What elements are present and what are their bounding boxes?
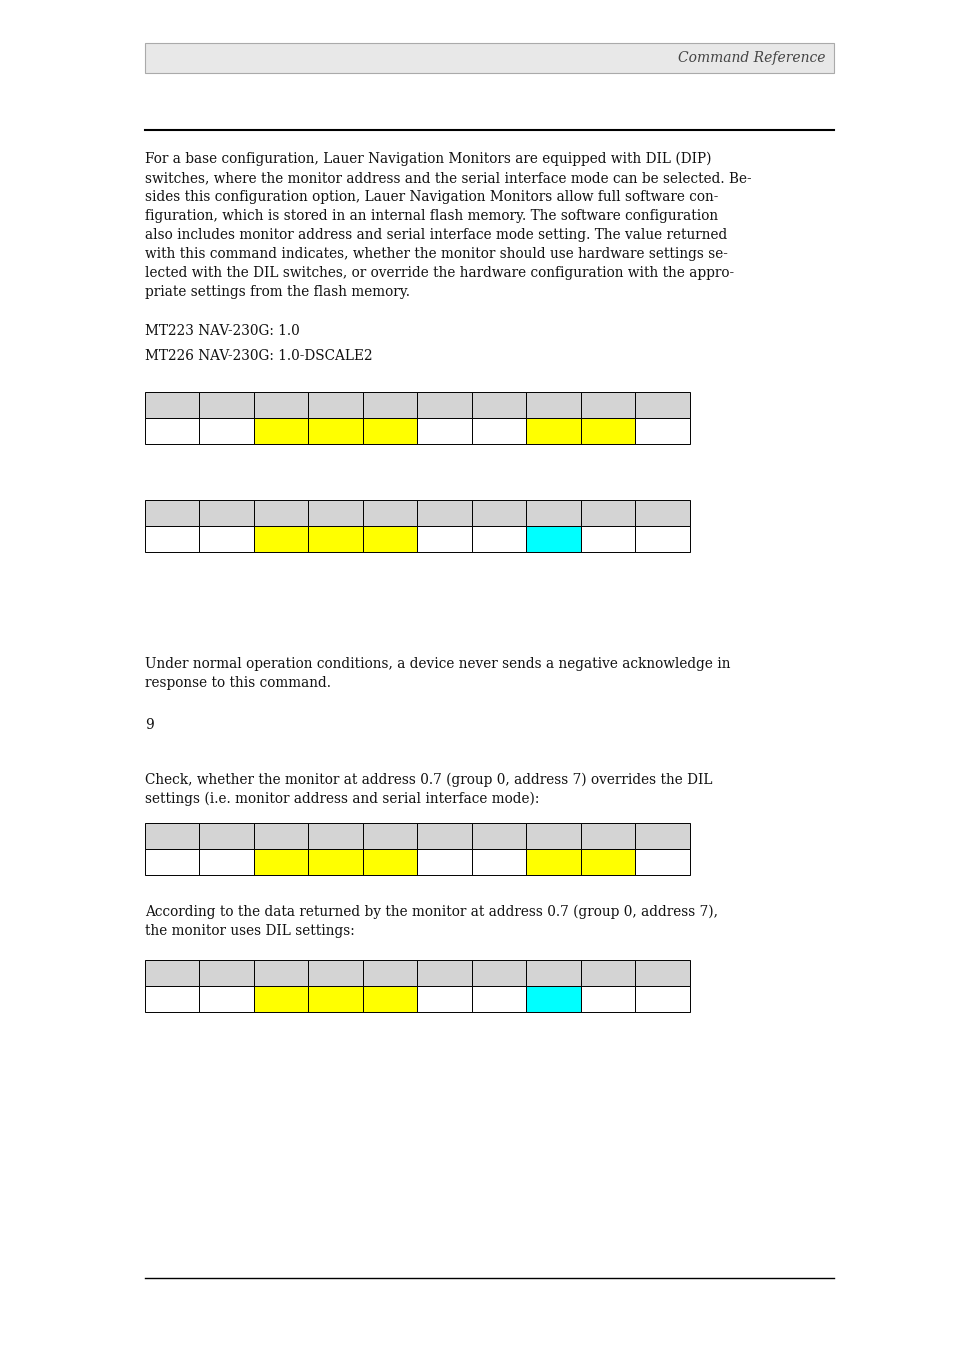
Bar [526, 823, 580, 848]
Bar [526, 986, 580, 1012]
Bar [417, 526, 472, 553]
Bar [145, 823, 199, 848]
Bar [363, 526, 417, 553]
Bar [526, 526, 580, 553]
Bar [580, 986, 635, 1012]
Text: MT223 NAV-230G: 1.0: MT223 NAV-230G: 1.0 [145, 324, 299, 338]
Bar [472, 526, 526, 553]
Text: settings (i.e. monitor address and serial interface mode):: settings (i.e. monitor address and seria… [145, 792, 538, 807]
Bar [308, 392, 363, 417]
Bar [363, 417, 417, 444]
Bar [635, 417, 689, 444]
Bar [417, 961, 472, 986]
Bar [145, 500, 199, 526]
Bar [308, 823, 363, 848]
Bar [417, 823, 472, 848]
Bar [363, 392, 417, 417]
Bar [580, 823, 635, 848]
Bar [199, 417, 253, 444]
Bar [363, 848, 417, 875]
Bar [145, 43, 833, 73]
Bar [580, 848, 635, 875]
Bar [635, 848, 689, 875]
Text: response to this command.: response to this command. [145, 676, 331, 690]
Bar [472, 500, 526, 526]
Bar [417, 848, 472, 875]
Bar [253, 961, 308, 986]
Bar [526, 392, 580, 417]
Bar [526, 500, 580, 526]
Bar [472, 392, 526, 417]
Bar [363, 961, 417, 986]
Bar [308, 961, 363, 986]
Bar [145, 417, 199, 444]
Bar [363, 500, 417, 526]
Bar [253, 500, 308, 526]
Bar [253, 526, 308, 553]
Bar [253, 986, 308, 1012]
Bar [472, 417, 526, 444]
Bar [199, 823, 253, 848]
Bar [199, 526, 253, 553]
Bar [635, 500, 689, 526]
Text: For a base configuration, Lauer Navigation Monitors are equipped with DIL (DIP): For a base configuration, Lauer Navigati… [145, 153, 711, 166]
Bar [526, 961, 580, 986]
Text: switches, where the monitor address and the serial interface mode can be selecte: switches, where the monitor address and … [145, 172, 751, 185]
Bar [472, 823, 526, 848]
Text: figuration, which is stored in an internal flash memory. The software configurat: figuration, which is stored in an intern… [145, 209, 718, 223]
Bar [253, 392, 308, 417]
Text: also includes monitor address and serial interface mode setting. The value retur: also includes monitor address and serial… [145, 228, 726, 242]
Text: priate settings from the flash memory.: priate settings from the flash memory. [145, 285, 410, 299]
Text: MT226 NAV-230G: 1.0-DSCALE2: MT226 NAV-230G: 1.0-DSCALE2 [145, 349, 373, 363]
Text: According to the data returned by the monitor at address 0.7 (group 0, address 7: According to the data returned by the mo… [145, 905, 718, 920]
Bar [199, 986, 253, 1012]
Bar [363, 823, 417, 848]
Bar [417, 392, 472, 417]
Bar [635, 823, 689, 848]
Text: with this command indicates, whether the monitor should use hardware settings se: with this command indicates, whether the… [145, 247, 727, 261]
Bar [472, 961, 526, 986]
Bar [199, 848, 253, 875]
Text: Check, whether the monitor at address 0.7 (group 0, address 7) overrides the DIL: Check, whether the monitor at address 0.… [145, 773, 712, 788]
Bar [635, 986, 689, 1012]
Bar [635, 526, 689, 553]
Bar [472, 848, 526, 875]
Text: 9: 9 [145, 717, 153, 732]
Bar [580, 526, 635, 553]
Bar [145, 392, 199, 417]
Text: the monitor uses DIL settings:: the monitor uses DIL settings: [145, 924, 355, 938]
Bar [580, 392, 635, 417]
Bar [580, 500, 635, 526]
Bar [580, 961, 635, 986]
Bar [253, 848, 308, 875]
Text: Command Reference: Command Reference [678, 51, 825, 65]
Bar [253, 417, 308, 444]
Bar [199, 961, 253, 986]
Bar [472, 986, 526, 1012]
Bar [635, 961, 689, 986]
Bar [145, 526, 199, 553]
Bar [308, 848, 363, 875]
Bar [417, 417, 472, 444]
Text: sides this configuration option, Lauer Navigation Monitors allow full software c: sides this configuration option, Lauer N… [145, 190, 718, 204]
Bar [253, 823, 308, 848]
Bar [199, 392, 253, 417]
Bar [145, 961, 199, 986]
Bar [308, 417, 363, 444]
Text: lected with the DIL switches, or override the hardware configuration with the ap: lected with the DIL switches, or overrid… [145, 266, 734, 280]
Bar [417, 986, 472, 1012]
Bar [308, 500, 363, 526]
Bar [363, 986, 417, 1012]
Bar [635, 392, 689, 417]
Bar [526, 848, 580, 875]
Bar [308, 526, 363, 553]
Bar [308, 986, 363, 1012]
Text: Under normal operation conditions, a device never sends a negative acknowledge i: Under normal operation conditions, a dev… [145, 657, 730, 671]
Bar [145, 986, 199, 1012]
Bar [199, 500, 253, 526]
Bar [417, 500, 472, 526]
Bar [580, 417, 635, 444]
Bar [145, 848, 199, 875]
Bar [526, 417, 580, 444]
